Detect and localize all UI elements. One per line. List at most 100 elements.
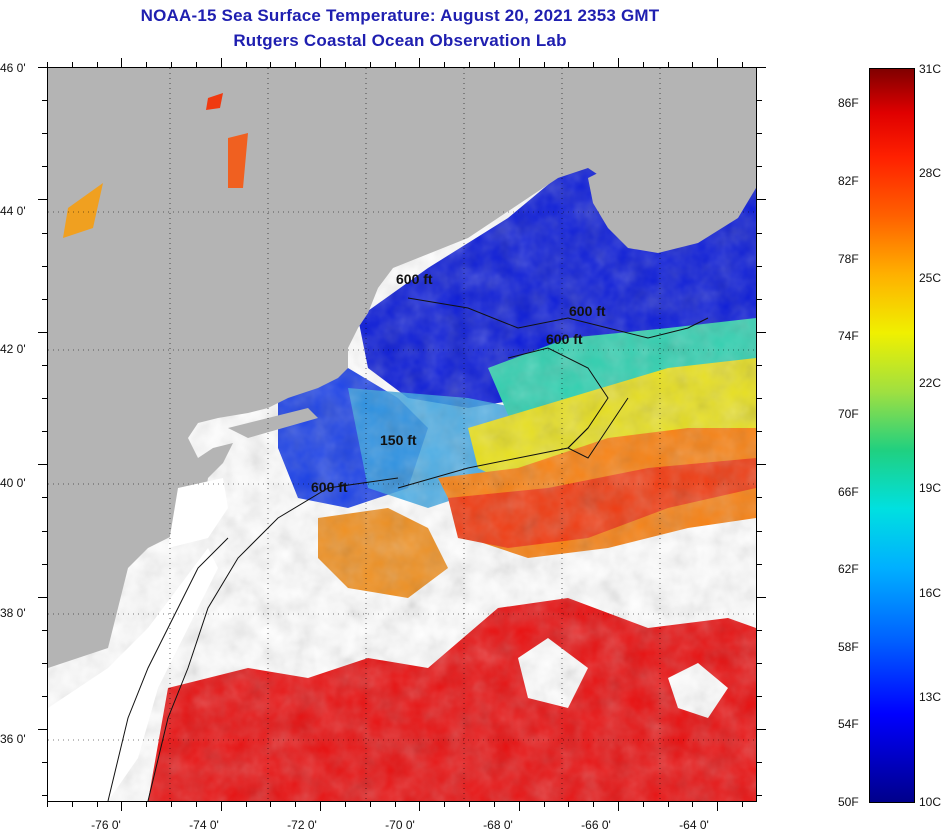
top-tick: [568, 62, 569, 67]
bottom-tick: [643, 802, 644, 807]
left-tick: [38, 67, 47, 68]
left-tick: [42, 166, 47, 167]
colorbar-f-50: 50F: [838, 795, 859, 809]
left-tick: [42, 365, 47, 366]
top-tick: [320, 58, 321, 67]
bottom-tick: [717, 802, 718, 811]
bottom-tick: [121, 802, 122, 811]
colorbar-f-70: 70F: [838, 407, 859, 421]
top-tick: [345, 62, 346, 67]
top-tick: [717, 58, 718, 67]
bottom-tick: [295, 802, 296, 807]
left-tick: [42, 795, 47, 796]
colorbar-f-54: 54F: [838, 717, 859, 731]
bottom-tick: [668, 802, 669, 807]
bottom-tick: [593, 802, 594, 807]
top-tick: [593, 62, 594, 67]
right-tick: [757, 100, 762, 101]
colorbar-c-10: 10C: [919, 795, 942, 809]
colorbar-c-19: 19C: [919, 481, 942, 495]
top-tick: [544, 62, 545, 67]
bottom-tick: [221, 802, 222, 811]
bottom-tick: [692, 802, 693, 807]
left-tick: [38, 464, 47, 465]
delmarva-cloud: [168, 478, 228, 548]
bottom-tick: [146, 802, 147, 807]
map-subtitle: Rutgers Coastal Ocean Observation Lab: [233, 31, 567, 50]
right-tick: [757, 365, 762, 366]
top-tick: [519, 58, 520, 67]
top-tick: [494, 62, 495, 67]
colorbar-c-31: 31C: [919, 62, 942, 76]
right-tick: [757, 299, 762, 300]
contour-label-5: 600 ft: [311, 479, 348, 495]
contour-600ft-north: [407, 297, 709, 339]
bottom-tick: [742, 802, 743, 807]
lat-label-38: 38 0': [0, 606, 26, 620]
coast-cloud: [48, 548, 218, 801]
left-tick: [42, 663, 47, 664]
right-tick: [757, 531, 762, 532]
lon-label-74: -74 0': [189, 818, 219, 832]
right-tick: [757, 464, 766, 465]
bottom-tick: [519, 802, 520, 811]
right-tick: [757, 133, 762, 134]
bottom-tick: [72, 802, 73, 807]
top-tick: [444, 62, 445, 67]
bottom-tick: [246, 802, 247, 807]
sst-map-graphic: [48, 68, 756, 801]
top-tick: [295, 62, 296, 67]
bottom-tick: [568, 802, 569, 807]
left-tick: [38, 597, 47, 598]
left-tick: [38, 199, 47, 200]
bottom-tick: [469, 802, 470, 807]
left-tick: [42, 100, 47, 101]
bottom-tick: [395, 802, 396, 807]
colorbar-f-62: 62F: [838, 562, 859, 576]
top-tick: [146, 62, 147, 67]
top-tick: [171, 62, 172, 67]
inland-lake-2: [63, 183, 103, 238]
bottom-tick: [444, 802, 445, 807]
top-tick: [419, 58, 420, 67]
left-tick: [42, 431, 47, 432]
map-title: NOAA-15 Sea Surface Temperature: August …: [140, 6, 660, 25]
colorbar-c-28: 28C: [919, 166, 942, 180]
temperature-colorbar: [869, 68, 915, 803]
left-tick: [42, 564, 47, 565]
bottom-tick: [345, 802, 346, 807]
right-tick: [757, 497, 762, 498]
sst-map[interactable]: 600 ft 600 ft 600 ft 150 ft 600 ft: [47, 67, 757, 802]
lat-label-46: 46 0': [0, 61, 26, 75]
lat-label-40: 40 0': [0, 476, 26, 490]
left-tick: [42, 266, 47, 267]
left-tick: [42, 133, 47, 134]
left-tick: [42, 762, 47, 763]
land-mainland: [48, 68, 756, 668]
land-nova-scotia: [588, 113, 756, 253]
contour-shelf-west: [147, 477, 399, 801]
top-tick: [469, 62, 470, 67]
top-tick: [270, 62, 271, 67]
colorbar-f-74: 74F: [838, 329, 859, 343]
right-tick: [757, 597, 766, 598]
land-long-island: [228, 408, 318, 438]
top-tick: [668, 62, 669, 67]
top-tick: [121, 58, 122, 67]
lat-label-44: 44 0': [0, 204, 26, 218]
top-tick: [370, 62, 371, 67]
contour-shelf-inner: [107, 537, 229, 801]
top-tick: [72, 62, 73, 67]
right-tick: [757, 630, 762, 631]
left-tick: [42, 531, 47, 532]
left-tick: [42, 497, 47, 498]
right-tick: [757, 398, 762, 399]
right-tick: [757, 431, 762, 432]
inland-lake-1: [206, 93, 223, 110]
top-tick: [196, 62, 197, 67]
bottom-tick: [320, 802, 321, 811]
lon-label-70: -70 0': [385, 818, 415, 832]
right-tick: [757, 332, 766, 333]
contour-label-3: 600 ft: [546, 331, 583, 347]
bottom-tick: [196, 802, 197, 807]
